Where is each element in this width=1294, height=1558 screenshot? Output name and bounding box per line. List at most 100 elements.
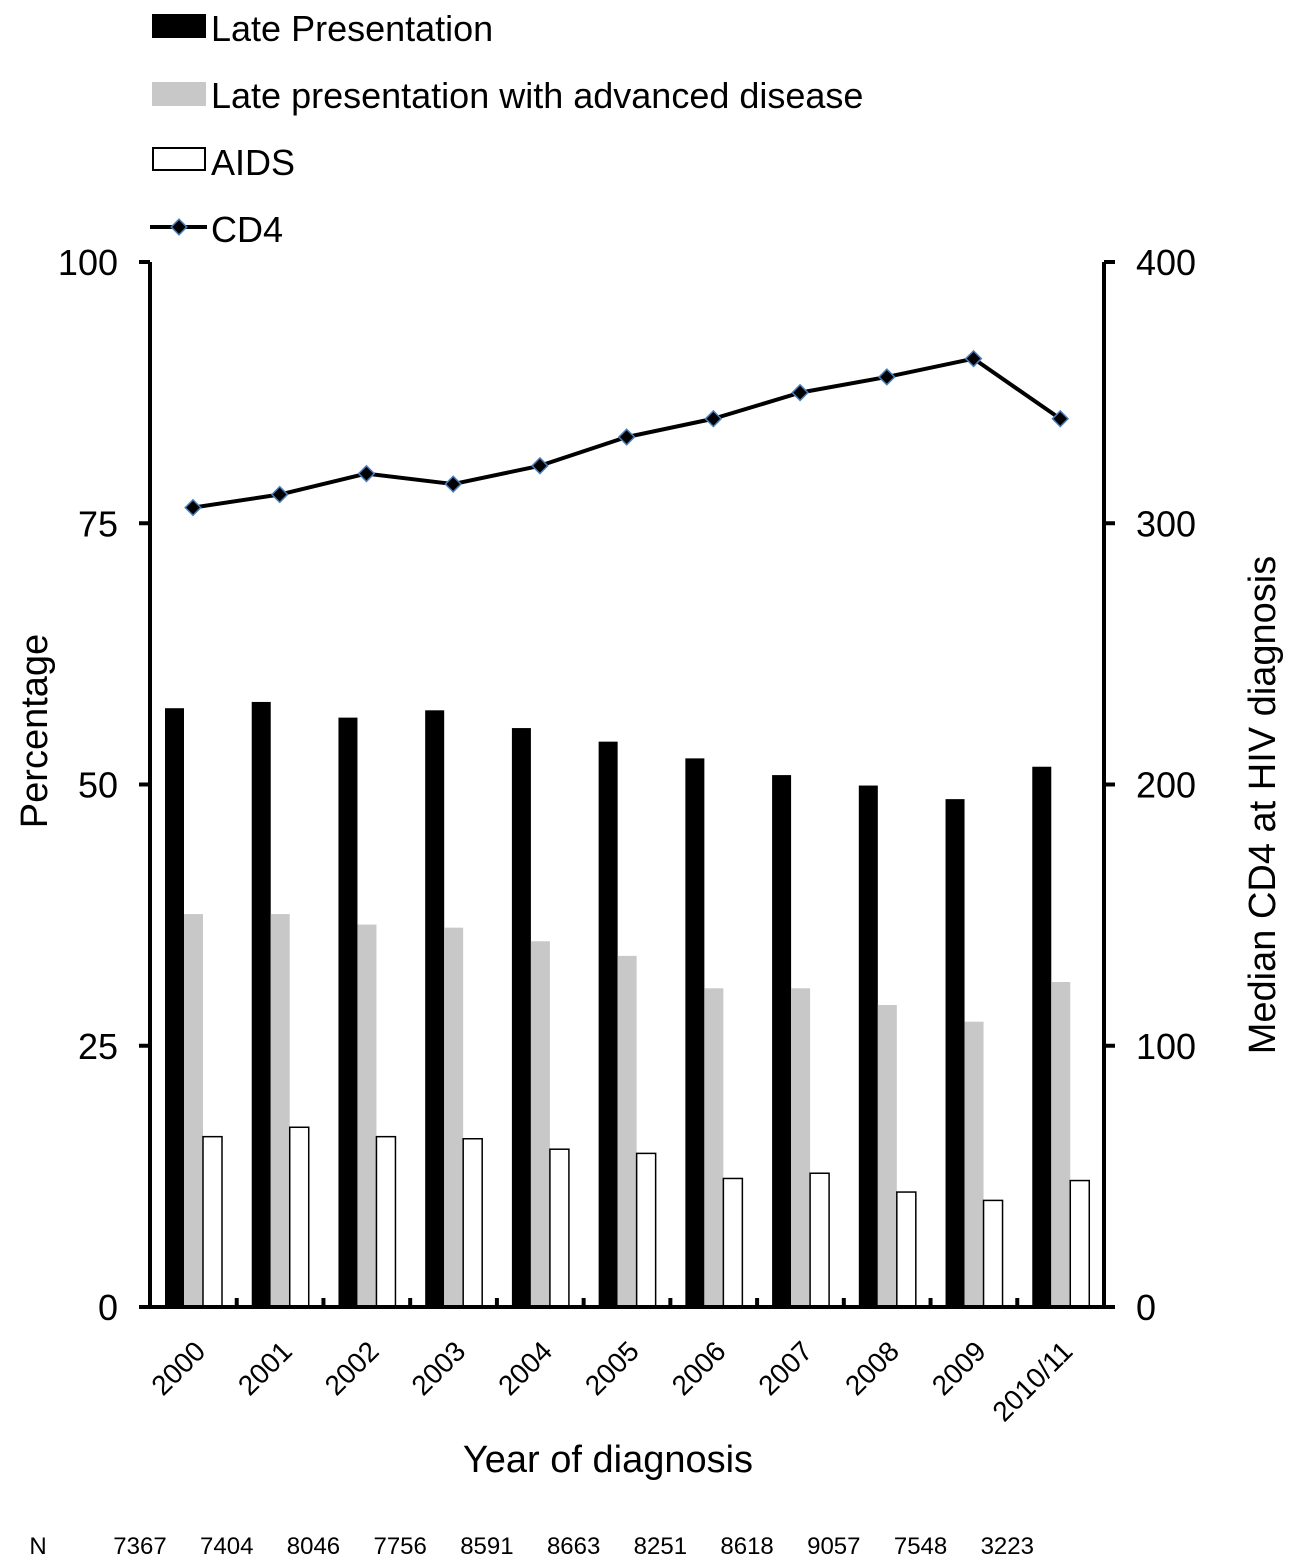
legend-item-cd4: CD4 xyxy=(150,209,283,250)
n-value-2005: 8663 xyxy=(547,1533,600,1558)
legend-item-aids: AIDS xyxy=(152,142,295,183)
x-tick-label-2003: 2003 xyxy=(405,1335,471,1401)
cd4-line-layer xyxy=(184,349,1070,517)
right-tick-label-300: 300 xyxy=(1136,503,1196,544)
bar-late-presentation-with-advanced-disease-2002 xyxy=(357,924,377,1307)
bar-late-presentation-with-advanced-disease-2008 xyxy=(877,1004,897,1307)
n-value-2010-11: 3223 xyxy=(981,1533,1034,1558)
legend-marker-cd4 xyxy=(170,218,188,236)
cd4-point-2008 xyxy=(877,368,896,386)
bar-aids-2008 xyxy=(896,1191,917,1308)
n-value-2009: 7548 xyxy=(894,1533,947,1558)
bar-late-presentation-with-advanced-disease-2010-11 xyxy=(1051,982,1071,1307)
x-tick-label-2005: 2005 xyxy=(579,1335,645,1401)
left-axis-ticks: 0 25 50 75 100 xyxy=(58,242,150,1328)
cd4-point-2006 xyxy=(704,409,723,428)
bar-aids-2006 xyxy=(722,1177,744,1308)
bar-late-presentation-2004 xyxy=(511,728,531,1307)
x-tick-label-2008: 2008 xyxy=(839,1335,905,1401)
x-axis-ticks: 2000 2001 2002 2003 2004 2005 2006 2007 2008 2009… xyxy=(145,1298,1079,1427)
x-tick-label-2001: 2001 xyxy=(232,1335,298,1401)
legend: Late Presentation Late presentation with… xyxy=(150,8,863,250)
cd4-point-2004 xyxy=(531,456,549,475)
bar-late-presentation-with-advanced-disease-2009 xyxy=(964,1021,984,1307)
n-value-2001: 7404 xyxy=(200,1533,253,1558)
right-axis-ticks: 0 100 200 300 400 xyxy=(1104,242,1196,1328)
cd4-point-2002 xyxy=(357,464,376,483)
legend-label-cd4: CD4 xyxy=(211,209,283,250)
legend-label-advanced-disease: Late presentation with advanced disease xyxy=(211,75,863,116)
bar-late-presentation-2003 xyxy=(425,710,445,1307)
cd4-point-2001 xyxy=(270,485,289,504)
legend-swatch-advanced-disease xyxy=(152,82,206,106)
legend-item-late-presentation: Late Presentation xyxy=(152,8,493,49)
n-value-2000: 7367 xyxy=(113,1533,166,1558)
x-axis-title: Year of diagnosis xyxy=(463,1439,753,1481)
bar-late-presentation-with-advanced-disease-2000 xyxy=(184,914,203,1307)
bar-aids-2001 xyxy=(288,1126,310,1308)
bar-aids-2002 xyxy=(375,1135,397,1308)
bar-late-presentation-2005 xyxy=(598,741,618,1307)
cd4-point-2003 xyxy=(444,475,463,493)
bar-late-presentation-2001 xyxy=(251,701,271,1307)
cd4-point-2000 xyxy=(184,498,202,517)
legend-label-aids: AIDS xyxy=(211,142,295,183)
n-value-2006: 8251 xyxy=(634,1533,687,1558)
bar-late-presentation-with-advanced-disease-2003 xyxy=(444,927,464,1307)
right-tick-label-0: 0 xyxy=(1136,1287,1156,1328)
bar-aids-2005 xyxy=(635,1152,657,1308)
bar-late-presentation-with-advanced-disease-2005 xyxy=(617,955,637,1307)
bar-late-presentation-2002 xyxy=(338,717,358,1307)
bar-late-presentation-2007 xyxy=(772,775,792,1307)
y2-axis-title: Median CD4 at HIV diagnosis xyxy=(1242,556,1284,1054)
x-tick-label-2000: 2000 xyxy=(145,1335,211,1401)
bar-late-presentation-2010-11 xyxy=(1032,766,1052,1307)
n-row: N 7367 7404 8046 7756 8591 8663 8251 8618 9057 75… xyxy=(29,1533,1034,1558)
n-row-label: N xyxy=(29,1533,46,1558)
bar-aids-2007 xyxy=(809,1172,830,1308)
legend-label-late-presentation: Late Presentation xyxy=(211,8,493,49)
cd4-point-2007 xyxy=(791,383,809,402)
x-tick-label-2009: 2009 xyxy=(926,1335,992,1401)
n-value-2002: 8046 xyxy=(287,1533,340,1558)
bar-aids-2010-11 xyxy=(1069,1179,1091,1308)
cd4-point-2005 xyxy=(617,428,636,446)
x-tick-label-2007: 2007 xyxy=(752,1335,818,1401)
n-value-2008: 9057 xyxy=(807,1533,860,1558)
y-axis-title: Percentage xyxy=(14,634,56,828)
bar-late-presentation-2008 xyxy=(858,785,878,1307)
x-tick-label-2006: 2006 xyxy=(666,1335,732,1401)
legend-swatch-late-presentation xyxy=(152,14,206,38)
legend-item-advanced-disease: Late presentation with advanced disease xyxy=(152,75,863,116)
cd4-point-2009 xyxy=(964,349,983,368)
left-tick-label-75: 75 xyxy=(78,503,118,544)
right-tick-label-200: 200 xyxy=(1136,765,1196,806)
legend-swatch-aids xyxy=(152,147,206,171)
bar-aids-2003 xyxy=(462,1138,483,1308)
right-tick-label-100: 100 xyxy=(1136,1026,1196,1067)
x-tick-label-2004: 2004 xyxy=(492,1335,558,1401)
x-tick-label-2002: 2002 xyxy=(319,1335,385,1401)
bar-aids-2000 xyxy=(202,1135,223,1308)
n-value-2004: 8591 xyxy=(460,1533,513,1558)
cd4-point-2010-11 xyxy=(1051,409,1070,428)
bar-late-presentation-with-advanced-disease-2001 xyxy=(270,914,290,1307)
left-tick-label-50: 50 xyxy=(78,765,118,806)
right-tick-label-400: 400 xyxy=(1136,242,1196,283)
bar-late-presentation-with-advanced-disease-2004 xyxy=(530,941,550,1307)
bar-late-presentation-2009 xyxy=(945,799,965,1307)
bar-late-presentation-with-advanced-disease-2006 xyxy=(704,988,724,1307)
bar-late-presentation-2000 xyxy=(165,708,184,1307)
left-tick-label-0: 0 xyxy=(98,1287,118,1328)
left-tick-label-100: 100 xyxy=(58,242,118,283)
bar-late-presentation-2006 xyxy=(685,758,705,1307)
left-tick-label-25: 25 xyxy=(78,1026,118,1067)
bars-layer xyxy=(165,701,1091,1308)
n-value-2007: 8618 xyxy=(720,1533,773,1558)
bar-late-presentation-with-advanced-disease-2007 xyxy=(791,988,811,1307)
n-value-2003: 7756 xyxy=(373,1533,426,1558)
bar-aids-2009 xyxy=(982,1199,1004,1308)
x-tick-label-2010-11: 2010/11 xyxy=(986,1335,1078,1427)
bar-aids-2004 xyxy=(549,1148,570,1308)
